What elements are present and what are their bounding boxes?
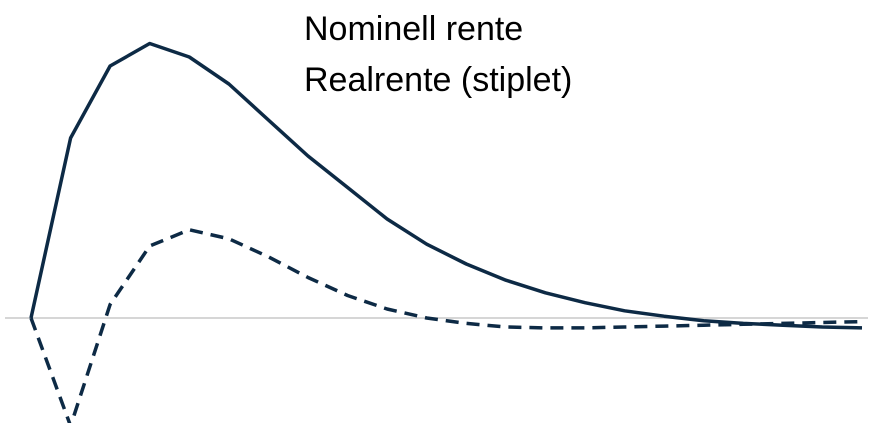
legend-label-realrente: Realrente (stiplet) bbox=[304, 61, 572, 99]
series-line-realrente bbox=[29, 228, 863, 423]
series-line-nominell-rente bbox=[29, 41, 863, 330]
legend-label-nominell: Nominell rente bbox=[304, 10, 523, 48]
series-layer bbox=[29, 41, 863, 423]
